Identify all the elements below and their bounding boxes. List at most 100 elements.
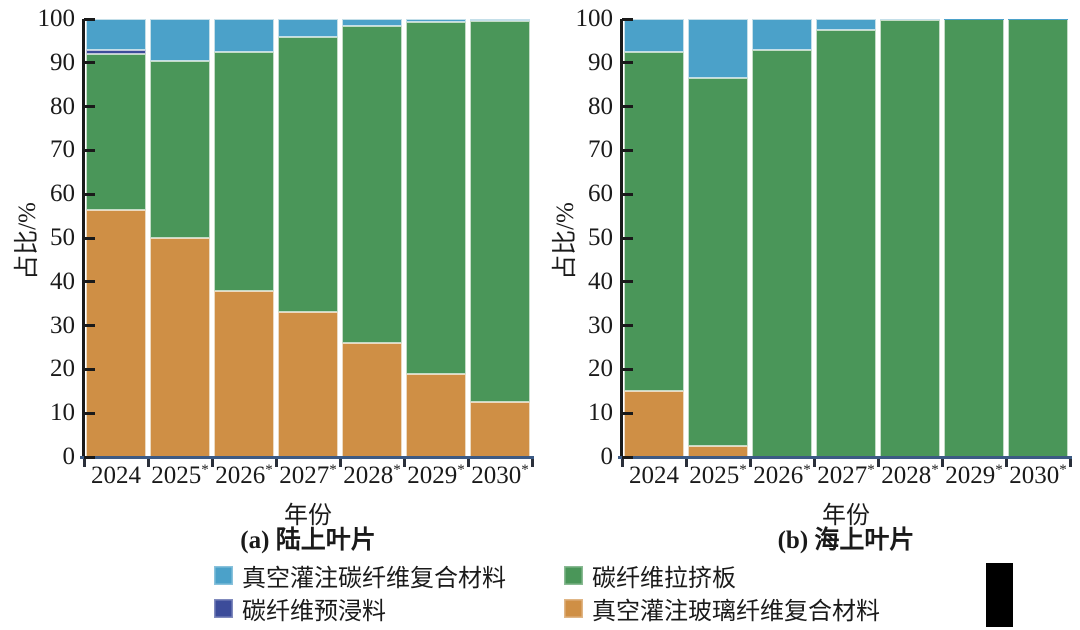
legend-swatch-icon (564, 598, 583, 618)
y-tick-mark (622, 61, 633, 65)
x-tick-label: 2025* (151, 462, 209, 489)
legend-swatch-icon (214, 565, 233, 585)
y-tick-mark (84, 367, 95, 371)
chart-caption-b: (b) 海上叶片 (777, 527, 915, 554)
y-tick-label: 60 (50, 180, 75, 208)
y-tick-mark (84, 61, 95, 65)
legend-item: 碳纤维预浸料 (214, 593, 564, 625)
y-tick-mark (84, 148, 95, 152)
bar-segment (406, 19, 466, 23)
bar-segment (214, 19, 274, 52)
legend-swatch-icon (564, 565, 583, 585)
y-tick-label: 20 (50, 355, 75, 383)
y-tick-mark (84, 17, 95, 21)
bar-segment (624, 391, 684, 457)
bar-segment (406, 22, 466, 374)
x-tick-mark (876, 459, 880, 467)
y-tick-mark (622, 105, 633, 109)
x-tick-mark (210, 459, 214, 467)
y-tick-label: 50 (588, 224, 613, 251)
bar-segment (880, 19, 940, 20)
y-tick-mark (622, 324, 633, 328)
x-tick-label: 2026* (215, 462, 273, 489)
black-redaction-box (986, 563, 1013, 627)
y-tick-mark (622, 411, 633, 415)
y-tick-mark (622, 367, 633, 371)
x-tick-mark (1068, 459, 1072, 467)
x-tick-label: 2027* (817, 462, 875, 489)
bar-segment (150, 19, 210, 61)
bar-segment (86, 19, 146, 50)
legend-item: 碳纤维拉挤板 (564, 560, 880, 592)
legend-item: 真空灌注碳纤维复合材料 (214, 560, 564, 592)
y-tick-label: 20 (588, 355, 613, 383)
x-axis-line (618, 456, 1072, 459)
y-tick-label: 100 (575, 5, 614, 32)
y-tick-mark (84, 324, 95, 328)
y-axis-line (82, 19, 85, 457)
bar-segment (944, 19, 1004, 457)
x-tick-mark (1004, 459, 1008, 467)
y-tick-mark (622, 17, 633, 21)
x-tick-label: 2030* (471, 462, 529, 489)
y-tick-mark (84, 192, 95, 196)
legend: 真空灌注碳纤维复合材料 碳纤维拉挤板碳纤维预浸料 真空灌注玻璃纤维复合材料 (214, 560, 880, 625)
x-tick-label: 2030* (1009, 462, 1067, 489)
y-tick-label: 10 (50, 399, 75, 427)
y-tick-label: 100 (37, 5, 76, 32)
y-tick-mark (622, 148, 633, 152)
y-tick-label: 40 (588, 267, 613, 295)
bar-segment (86, 54, 146, 210)
y-tick-label: 30 (588, 311, 613, 339)
y-tick-label: 30 (50, 311, 75, 339)
y-tick-label: 80 (50, 92, 75, 120)
legend-label: 碳纤维拉挤板 (592, 565, 736, 592)
bar-segment (688, 19, 748, 79)
y-tick-label: 60 (588, 180, 613, 208)
y-tick-label: 0 (62, 443, 76, 470)
y-tick-label: 0 (600, 443, 614, 470)
x-axis-title: 年份 (284, 503, 332, 529)
bar-segment (1008, 19, 1068, 457)
bar-segment (624, 19, 684, 52)
y-tick-mark (622, 192, 633, 196)
y-tick-mark (84, 105, 95, 109)
x-tick-label: 2028* (881, 462, 939, 489)
chart-caption-a: (a) 陆上叶片 (240, 527, 376, 554)
x-tick-mark (530, 459, 534, 467)
x-tick-label: 2025* (689, 462, 747, 489)
x-tick-label: 2026* (753, 462, 811, 489)
y-axis-title: 占比/% (552, 202, 579, 280)
y-axis-title: 占比/% (14, 202, 41, 280)
y-tick-label: 70 (50, 136, 75, 164)
x-tick-label: 2024 (91, 462, 141, 489)
bar-segment (86, 209, 146, 457)
y-tick-label: 40 (50, 267, 75, 295)
y-tick-label: 90 (50, 48, 75, 76)
y-tick-mark (84, 236, 95, 240)
bar-segment (470, 402, 530, 457)
x-tick-mark (466, 459, 470, 467)
bar-segment (278, 19, 338, 37)
x-tick-mark (620, 459, 624, 467)
bar-segment (752, 49, 812, 457)
y-tick-mark (622, 236, 633, 240)
bar-segment (342, 343, 402, 457)
x-tick-label: 2028* (343, 462, 401, 489)
y-tick-label: 90 (588, 48, 613, 76)
x-tick-mark (812, 459, 816, 467)
bar-segment (214, 51, 274, 291)
x-tick-label: 2027* (279, 462, 337, 489)
y-tick-mark (84, 280, 95, 284)
x-tick-label: 2029* (945, 462, 1003, 489)
bar-segment (880, 19, 940, 457)
x-tick-mark (82, 459, 86, 467)
y-tick-mark (84, 411, 95, 415)
bar-segment (688, 78, 748, 447)
legend-label: 真空灌注玻璃纤维复合材料 (592, 598, 880, 625)
x-tick-label: 2024 (629, 462, 679, 489)
y-tick-label: 10 (588, 399, 613, 427)
bar-segment (470, 19, 530, 22)
bar-segment (816, 19, 876, 30)
